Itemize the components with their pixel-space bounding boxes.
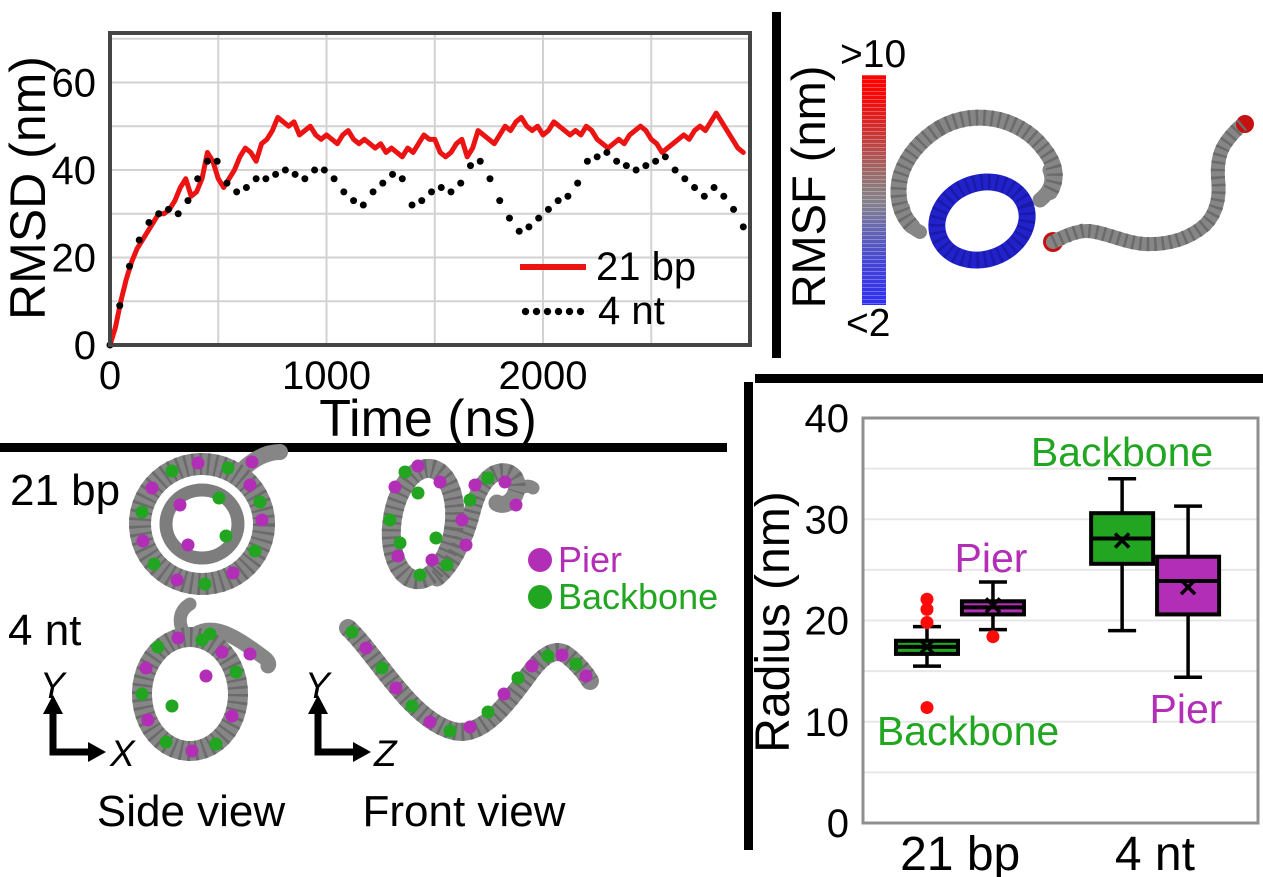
axes-xy-arrow [43,695,106,762]
pier-dot-icon [528,548,552,572]
legend-item-21bp: 21 bp [520,244,697,289]
y-tick-label: 20 [52,236,97,280]
legend-label: Backbone [558,576,719,617]
box-21bp-pier [959,580,1026,644]
box-21bp-backbone [893,592,960,715]
structure-21bp-side-view [129,444,288,595]
rmsd-y-axis-title: RMSD (nm) [0,56,56,320]
axis-label-y1: Y [40,665,67,706]
arrowhead-right-icon [88,742,106,762]
y-tick-label: 40 [805,397,850,441]
structure-21bp-front-view [381,458,540,590]
rmsd-legend: 21 bp 4 nt [520,244,697,333]
divider-bottomleft-horizontal [0,443,727,452]
arrowhead-up-icon [43,695,63,714]
rmsf-scale-max-label: >10 [840,33,907,76]
box-4nt-pier [1155,504,1222,679]
x-tick-label: 0 [99,354,121,398]
x-tick-label: 2000 [499,354,588,398]
row-label-21bp: 21 bp [10,466,121,515]
radius-boxplot: 0 10 20 30 40 21 bp 4 nt [805,397,1260,877]
legend-label: 21 bp [596,244,697,289]
outlier-point [920,701,934,715]
pier-beads [139,631,257,758]
series-4-nt [106,148,747,349]
annotation-pier-21bp: Pier [954,535,1028,581]
divider-bottomright-horizontal [755,374,1263,383]
rmsd-chart: 0 1000 2000 0 20 40 60 [52,31,752,398]
red-end-tip [1236,115,1254,133]
outlier-point [920,616,934,630]
legend-item-backbone: Backbone [528,576,718,617]
radius-y-axis-title: Radius (nm) [747,491,800,753]
box-4nt-backbone [1089,477,1156,633]
y-tick-label: 40 [52,149,97,193]
rmsf-colorbar-title: RMSF (nm) [782,65,835,309]
structure-rmsf-21bp [890,109,1063,269]
axis-label-x: X [109,733,136,774]
axis-label-z: Z [373,733,398,774]
outlier-point [986,630,1000,644]
arrowhead-right-icon [353,742,371,762]
pier-beads [136,455,269,587]
black-dotted-swatch-icon [520,306,588,316]
pier-beads [359,641,593,734]
series-21-bp [107,110,746,348]
y-tick-label: 0 [827,802,849,846]
outlier-point [920,602,934,616]
axis-label-y2: Y [305,665,332,706]
arrowhead-up-icon [308,695,328,714]
axes-zy-arrow [308,695,371,762]
colorbar-stripes-texture [862,75,886,305]
structure-4nt-side-view [132,597,277,761]
backbone-beads [135,627,243,751]
y-tick-label: 30 [805,498,850,542]
category-label: 4 nt [1115,828,1195,877]
annotation-backbone-21bp: Backbone [876,708,1060,754]
y-tick-label: 10 [805,701,850,745]
legend-label: 4 nt [598,288,665,333]
y-tick-label: 0 [74,324,96,368]
x-tick-label: 1000 [282,354,371,398]
backbone-dot-icon [528,585,552,609]
divider-top-vertical [772,12,781,358]
side-view-caption: Side view [96,787,286,836]
outlier-point [920,592,934,606]
annotation-pier-4nt: Pier [1149,686,1223,732]
y-tick-label: 60 [52,61,97,105]
plot-frame [108,31,752,347]
legend-label: Pier [558,539,623,580]
backbone-beads [135,461,267,591]
y-tick-label: 20 [805,600,850,644]
rmsf-colorbar [862,75,886,305]
legend-item-pier: Pier [528,539,718,580]
rmsd-x-axis-title: Time (ns) [319,390,537,448]
structure-rmsf-4nt [1043,115,1254,252]
rmsf-scale-min-label: <2 [846,302,891,345]
divider-bottomright-vertical [744,382,753,850]
annotation-backbone-4nt: Backbone [1030,429,1214,475]
category-label: 21 bp [900,828,1020,877]
red-end-tip [1043,232,1063,252]
backbone-beads [345,625,583,738]
red-line-swatch-icon [520,264,586,270]
legend-item-4nt: 4 nt [520,288,696,333]
structure-4nt-front-view [339,619,599,741]
plot-frame [861,416,1260,825]
pier-beads [388,459,523,567]
row-label-4nt: 4 nt [8,606,82,655]
front-view-caption: Front view [362,787,566,836]
backbone-beads [383,465,495,582]
pier-backbone-legend: Pier Backbone [528,539,718,617]
